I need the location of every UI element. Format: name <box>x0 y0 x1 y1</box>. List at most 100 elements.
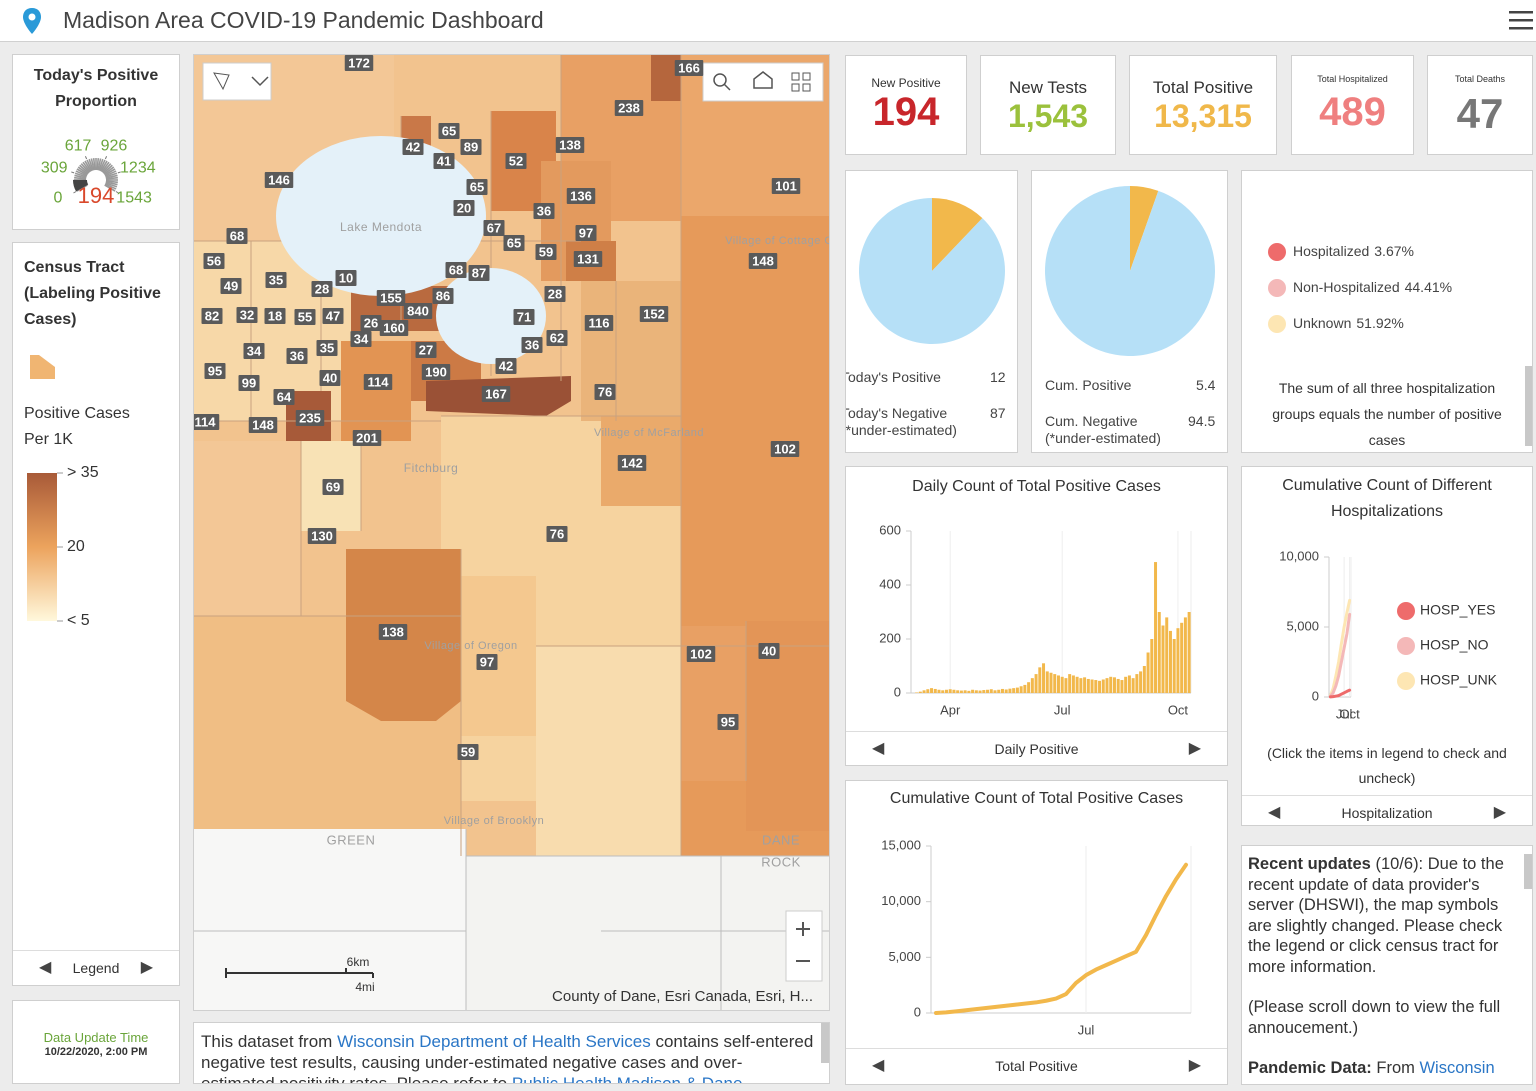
legend-nav[interactable]: ◀ Legend ▶ <box>13 950 179 985</box>
bar <box>1105 678 1109 693</box>
tract-label: 35 <box>320 340 334 355</box>
hosp-share-item: Hospitalized 3.67% <box>1268 241 1414 262</box>
legend-subtitle: Positive Cases Per 1K <box>24 405 130 448</box>
tract-label-box <box>194 414 220 430</box>
recent-data-link[interactable]: Wisconsin <box>1419 1059 1495 1077</box>
gauge-spoke <box>105 174 118 179</box>
tract-label: 130 <box>311 528 333 543</box>
recent-data-heading: Pandemic Data: <box>1248 1059 1372 1077</box>
x-tick-label: Jul <box>1336 706 1353 721</box>
kpi-card: Total Deaths 47 <box>1427 55 1533 155</box>
tract-label: 167 <box>485 386 507 401</box>
gauge-spoke <box>103 166 115 175</box>
tract-label-box <box>758 643 780 659</box>
bar <box>1034 674 1038 693</box>
tract-label-box <box>505 153 527 169</box>
y-tick-label: 0 <box>1312 688 1319 703</box>
chart-nav[interactable]: ◀ Daily Positive ▶ <box>846 731 1227 765</box>
gauge-spoke <box>92 158 96 171</box>
tract-label-box <box>203 253 225 269</box>
nav-label: Hospitalization <box>1341 805 1433 821</box>
gauge-spoke <box>88 158 94 171</box>
gauge-tick-label: 1234 <box>120 160 156 177</box>
hosp-note: (Click the items in legend to check and … <box>1267 745 1507 786</box>
scrollbar[interactable] <box>821 1023 829 1063</box>
bar <box>982 690 986 693</box>
gauge-spoke <box>84 160 92 172</box>
x-tick-label: Jul <box>1054 702 1071 717</box>
y-tick-label: 200 <box>879 630 901 645</box>
bar <box>922 690 926 693</box>
info-segment: This dataset from <box>201 1032 338 1051</box>
hosp-share-label: Unknown <box>1293 315 1352 331</box>
tract-label-box <box>286 348 308 364</box>
gauge-spoke <box>86 159 93 172</box>
tract-label-box <box>521 337 543 353</box>
chart-nav[interactable]: ◀ Total Positive ▶ <box>846 1048 1227 1083</box>
gauge-panel: Today's Positive Proportion 0 309 617 926 12… <box>12 54 180 230</box>
gauge-spoke <box>105 176 118 180</box>
hosp-share-item: Unknown 51.92% <box>1268 313 1404 334</box>
tract-label-box <box>322 479 344 495</box>
bar <box>1004 689 1008 693</box>
tract-label: 136 <box>570 188 592 203</box>
tract-label: 160 <box>383 320 405 335</box>
gauge-spoke <box>104 184 116 192</box>
attribution: County of Dane, Esri Canada, Esri, H... <box>552 988 813 1005</box>
hosp-share-value: 3.67% <box>1374 243 1414 259</box>
pie-label: Today's Negative (*under-estimated) <box>845 405 957 438</box>
tract-label: 36 <box>525 337 539 352</box>
header-title: Madison Area COVID-19 Pandemic Dashboard <box>63 7 544 33</box>
tract-label-box <box>483 220 505 236</box>
tract-label-box <box>460 139 482 155</box>
tract-label: 49 <box>224 278 238 293</box>
scrollbar[interactable] <box>1525 366 1532 446</box>
tract-label-box <box>264 172 294 188</box>
y-tick-label: 10,000 <box>1279 548 1319 563</box>
bar <box>1030 678 1034 693</box>
gauge-spoke <box>82 161 91 173</box>
menu-button[interactable] <box>1509 9 1533 31</box>
tract-label: 172 <box>348 55 370 70</box>
gauge-spoke <box>105 172 118 178</box>
bar <box>989 689 993 693</box>
bar <box>1090 679 1094 693</box>
y-tick-label: 10,000 <box>881 893 921 908</box>
tract-label: 42 <box>406 139 420 154</box>
tract-label-box <box>674 60 704 76</box>
gauge-title: Today's Positive Proportion <box>33 67 159 110</box>
info-link[interactable]: Wisconsin Department of Health Services <box>337 1032 651 1051</box>
gauge-tick-label: 1543 <box>116 190 152 207</box>
tract-label-box <box>363 374 393 390</box>
daily-panel: Daily Count of Total Positive Cases 0 200… <box>845 466 1228 766</box>
pie-slice <box>932 198 983 271</box>
chart-nav[interactable]: ◀ Hospitalization ▶ <box>1242 795 1532 825</box>
gauge-hub <box>87 171 105 189</box>
hosp-share-dot <box>1268 315 1286 334</box>
bar <box>993 690 997 693</box>
pie-panel: Cum. Positive 5.4 Cum. Negative (*under-… <box>1031 170 1228 453</box>
gauge-spoke <box>77 166 89 175</box>
legend-label: HOSP_YES <box>1420 602 1495 618</box>
nav-label: Daily Positive <box>994 741 1079 757</box>
legend-marker <box>1397 602 1415 620</box>
tract-label-box <box>770 441 800 457</box>
tract-label: 36 <box>290 348 304 363</box>
tract-label-box <box>575 225 597 241</box>
kpi-card: New Tests 1,543 <box>980 55 1116 155</box>
hosp-share-dot <box>1268 243 1286 262</box>
gauge-tick-label: 0 <box>53 190 62 207</box>
tract-label: 40 <box>323 370 337 385</box>
chart-title: Cumulative Count of Different Hospitaliz… <box>1282 477 1492 520</box>
x-tick-label: Apr <box>940 702 961 717</box>
tract-label-box <box>614 100 644 116</box>
recent-data: Pandemic Data: From Wisconsin <box>1248 1058 1518 1079</box>
info-link[interactable]: Public Health Madison & Dane <box>511 1074 743 1084</box>
bar <box>952 689 956 693</box>
tract-label: 47 <box>326 308 340 323</box>
tract-label: 67 <box>487 220 501 235</box>
scrollbar[interactable] <box>1524 854 1532 889</box>
tract-label-box <box>402 139 424 155</box>
tract-label: 62 <box>550 330 564 345</box>
